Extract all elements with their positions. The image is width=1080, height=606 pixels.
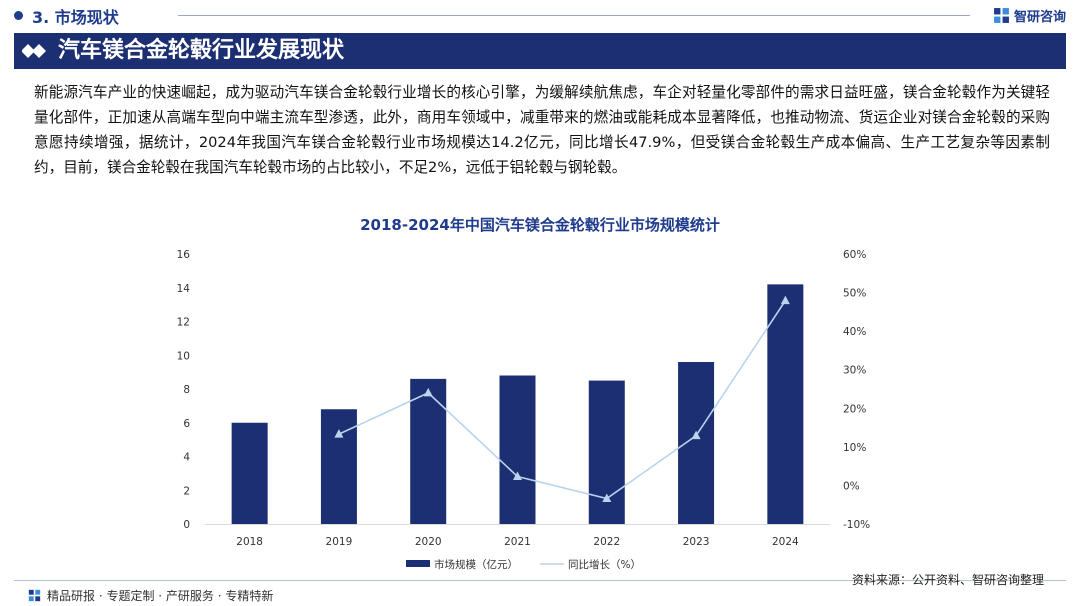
- x-tick-label: 2023: [683, 536, 710, 548]
- description-paragraph: 新能源汽车产业的快速崛起，成为驱动汽车镁合金轮毂行业增长的核心引擎，为缓解续航焦…: [34, 84, 1050, 176]
- bar-market-size-2024: [767, 284, 804, 524]
- y-right-tick-label: -10%: [843, 519, 870, 531]
- footer-services: 精品研报 · 专题定制 · 产研服务 · 专精特新: [28, 587, 273, 604]
- legend-line-label: 同比增长（%）: [568, 558, 641, 571]
- double-diamond-icon: [22, 44, 46, 58]
- y-right-tick-label: 40%: [843, 326, 866, 338]
- y-left-tick-label: 16: [177, 249, 191, 261]
- x-tick-label: 2024: [772, 536, 799, 548]
- page-title: 汽车镁合金轮毂行业发展现状: [58, 38, 345, 63]
- x-tick-label: 2022: [593, 536, 620, 548]
- y-left-tick-label: 12: [177, 317, 190, 329]
- y-left-tick-label: 2: [183, 485, 190, 497]
- y-left-tick-label: 10: [177, 350, 190, 362]
- growth-point-2019: [334, 429, 344, 438]
- footer-services-text: 精品研报 · 专题定制 · 产研服务 · 专精特新: [47, 589, 274, 603]
- y-right-tick-label: 0%: [843, 480, 860, 492]
- y-right-tick-label: 10%: [843, 442, 866, 454]
- bar-market-size-2020: [410, 378, 447, 524]
- growth-rate-line: [338, 300, 787, 500]
- top-bar: 3. 市场现状 智研咨询: [0, 0, 1080, 30]
- y-left-tick-label: 4: [183, 452, 190, 464]
- y-left-tick-label: 0: [183, 519, 190, 531]
- brand-name: 智研咨询: [1013, 9, 1066, 25]
- y-right-tick-label: 50%: [843, 288, 866, 300]
- x-tick-label: 2021: [504, 536, 531, 548]
- bar-market-size-2018: [231, 422, 268, 524]
- bar-market-size-2021: [499, 375, 536, 524]
- y-left-tick-label: 8: [183, 384, 190, 396]
- data-source: 资料来源：公开资料、智研咨询整理: [851, 573, 1044, 587]
- bullet-dot-icon: [14, 11, 23, 20]
- chart-title: 2018-2024年中国汽车镁合金轮毂行业市场规模统计: [360, 216, 720, 234]
- x-tick-label: 2020: [415, 536, 442, 548]
- brand-mini-icon: [28, 589, 41, 602]
- brand-logo-icon: [994, 7, 1009, 23]
- bar-market-size-2023: [678, 362, 715, 524]
- legend-bar-label: 市场规模（亿元）: [434, 558, 518, 571]
- bar-market-size-2022: [588, 380, 625, 524]
- bar-market-size-2019: [320, 409, 357, 524]
- title-band: 汽车镁合金轮毂行业发展现状: [14, 33, 1066, 69]
- legend-bar-swatch: [406, 560, 430, 567]
- y-right-tick-label: 20%: [843, 403, 866, 415]
- y-left-tick-label: 6: [183, 418, 190, 430]
- section-title: 3. 市场现状: [32, 8, 119, 27]
- top-divider: [178, 15, 970, 16]
- growth-point-2022: [602, 493, 612, 503]
- chart-legend: 市场规模（亿元） 同比增长（%）: [406, 558, 641, 571]
- x-tick-label: 2018: [236, 536, 263, 548]
- y-right-tick-label: 30%: [843, 365, 866, 377]
- growth-point-2021: [513, 471, 522, 481]
- y-right-tick-label: 60%: [843, 249, 866, 261]
- footer-divider: [14, 580, 1066, 581]
- brand-logo: 智研咨询: [993, 5, 1066, 25]
- growth-point-2020: [423, 387, 433, 397]
- growth-point-2023: [691, 430, 701, 440]
- y-left-tick-label: 14: [177, 283, 191, 295]
- growth-point-2024: [780, 295, 790, 305]
- x-tick-label: 2019: [326, 536, 353, 548]
- market-size-chart: 0 2 4 6 8 10 12 14 16 -10% 0% 10% 20% 30% 40% 50% 60% 2…: [177, 249, 871, 571]
